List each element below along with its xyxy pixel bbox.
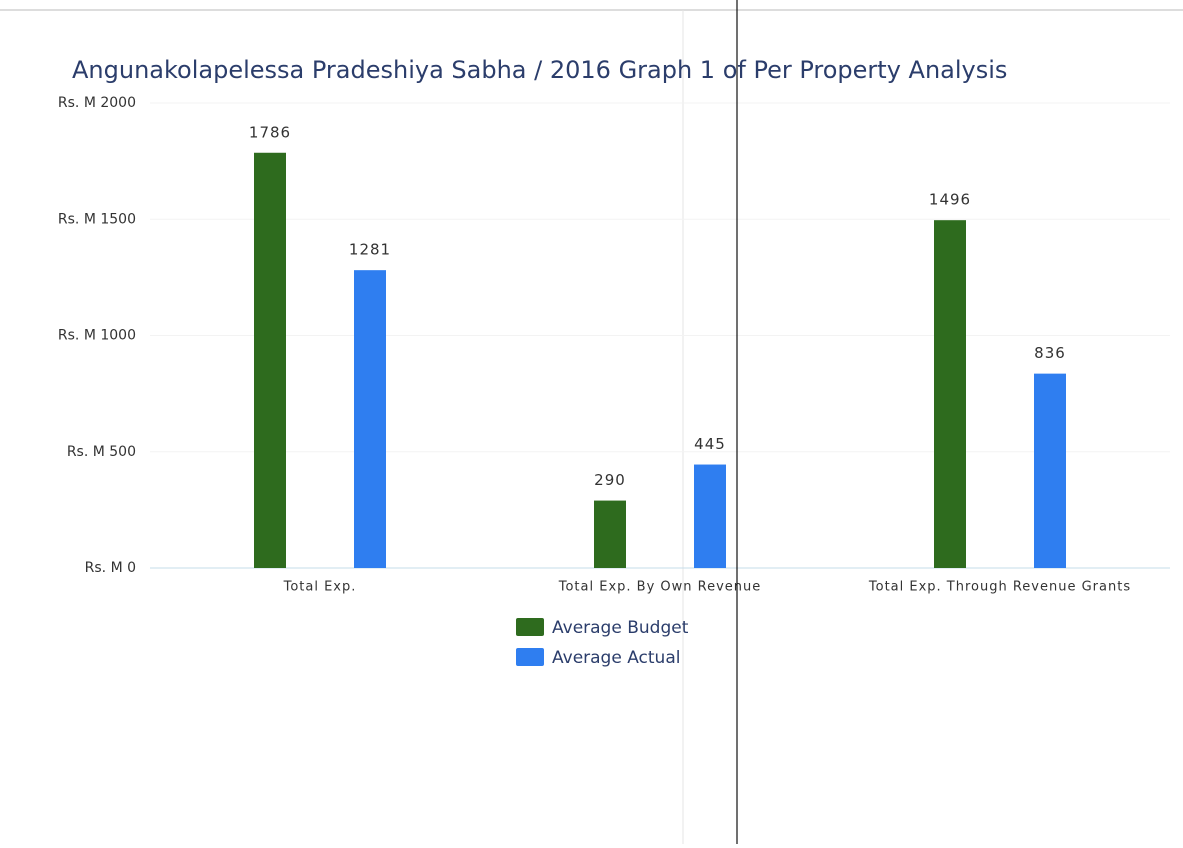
legend-label: Average Actual [552, 648, 680, 668]
y-tick-label: Rs. M 1500 [58, 211, 136, 227]
value-label: 836 [1034, 344, 1066, 362]
bar [694, 464, 726, 568]
x-tick-label: Total Exp. [283, 580, 357, 595]
y-tick-label: Rs. M 0 [85, 560, 136, 576]
value-label: 445 [694, 435, 726, 453]
bar [594, 500, 626, 568]
value-label: 1786 [249, 123, 291, 141]
x-tick-label: Total Exp. Through Revenue Grants [868, 580, 1131, 595]
value-label: 290 [594, 471, 626, 489]
chart-title: Angunakolapelessa Pradeshiya Sabha / 201… [72, 56, 1007, 84]
value-label: 1281 [349, 241, 391, 259]
legend-swatch [516, 618, 544, 636]
legend-label: Average Budget [552, 618, 689, 638]
y-tick-label: Rs. M 1000 [58, 328, 136, 344]
y-tick-label: Rs. M 2000 [58, 95, 136, 111]
y-tick-label: Rs. M 500 [67, 444, 136, 460]
bar [354, 270, 386, 568]
value-label: 1496 [929, 191, 971, 209]
x-tick-label: Total Exp. By Own Revenue [558, 580, 762, 595]
bar [1034, 373, 1066, 568]
bar [254, 152, 286, 568]
bar [934, 220, 966, 568]
legend-swatch [516, 648, 544, 666]
